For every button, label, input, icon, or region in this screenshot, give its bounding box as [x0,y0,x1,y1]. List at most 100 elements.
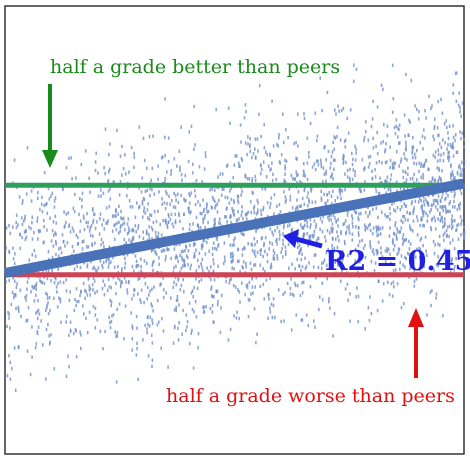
scatter-point [461,173,463,178]
scatter-point [31,325,33,329]
scatter-point [118,278,121,282]
scatter-point [331,222,334,226]
scatter-point [396,205,399,210]
scatter-point [409,242,412,246]
scatter-point [357,231,360,235]
scatter-point [49,308,51,313]
scatter-point [369,240,371,244]
scatter-point [307,323,310,328]
scatter-point [384,160,387,165]
scatter-point [135,259,138,263]
scatter-point [364,228,367,232]
scatter-point [233,238,235,243]
scatter-point [335,219,337,223]
scatter-point [124,153,126,157]
scatter-point [393,285,395,289]
scatter-point [115,227,118,232]
scatter-point [48,342,51,346]
scatter-point [333,249,336,253]
scatter-point [212,241,215,245]
scatter-point [125,280,127,284]
scatter-point [336,245,339,250]
scatter-point [131,264,134,269]
scatter-point [459,252,462,256]
scatter-point [126,186,129,190]
scatter-point [343,154,345,159]
scatter-point [304,218,306,222]
scatter-point [249,144,251,149]
scatter-point [232,254,234,258]
scatter-point [419,238,422,242]
scatter-point [376,233,378,238]
scatter-point [453,268,455,272]
scatter-point [131,228,133,233]
scatter-point [210,265,212,269]
scatter-point [410,78,413,83]
scatter-point [388,234,391,238]
scatter-point [160,282,162,286]
scatter-point [36,216,39,220]
scatter-point [435,292,438,296]
scatter-point [59,297,62,301]
scatter-point [299,204,301,208]
scatter-point [137,292,139,296]
scatter-point [448,261,450,265]
scatter-point [151,228,154,232]
scatter-point [147,202,149,206]
scatter-point [426,214,429,218]
scatter-point [319,227,321,232]
scatter-point [308,155,310,159]
scatter-point [86,211,88,216]
scatter-point [35,311,37,315]
scatter-point [85,245,88,249]
scatter-point [9,326,11,330]
scatter-point [430,303,432,308]
scatter-point [278,202,281,207]
scatter-point [105,206,108,210]
scatter-point [199,203,201,207]
scatter-point [439,198,442,203]
scatter-point [18,195,21,199]
scatter-point [413,161,415,165]
scatter-point [272,257,275,261]
scatter-point [380,83,383,87]
scatter-point [136,201,138,205]
scatter-point [242,260,245,264]
scatter-point [453,247,456,251]
scatter-point [178,149,181,153]
scatter-point [241,158,244,163]
scatter-point [233,243,235,247]
scatter-point [71,244,74,249]
scatter-point [79,219,82,223]
scatter-point [417,200,420,204]
scatter-point [425,211,427,216]
scatter-point [306,161,309,165]
scatter-point [283,178,285,182]
scatter-point [145,261,148,265]
scatter-point [218,221,220,225]
scatter-point [143,197,146,202]
scatter-point [393,161,395,165]
scatter-point [84,296,86,301]
scatter-point [236,310,238,314]
scatter-point [321,220,323,224]
scatter-point [282,255,284,259]
scatter-point [437,148,440,152]
scatter-point [200,278,203,282]
scatter-point [102,191,105,195]
scatter-point [5,226,8,230]
scatter-point [271,178,274,183]
scatter-point [100,237,103,242]
scatter-point [186,325,188,329]
scatter-point [189,266,192,271]
scatter-point [389,189,392,193]
scatter-point [173,247,176,251]
scatter-point [53,296,55,300]
scatter-point [295,206,298,210]
scatter-point [15,285,18,289]
scatter-point [351,221,354,225]
scatter-point [69,290,71,294]
scatter-point [227,106,230,110]
scatter-point [378,279,380,283]
scatter-point [109,142,111,146]
